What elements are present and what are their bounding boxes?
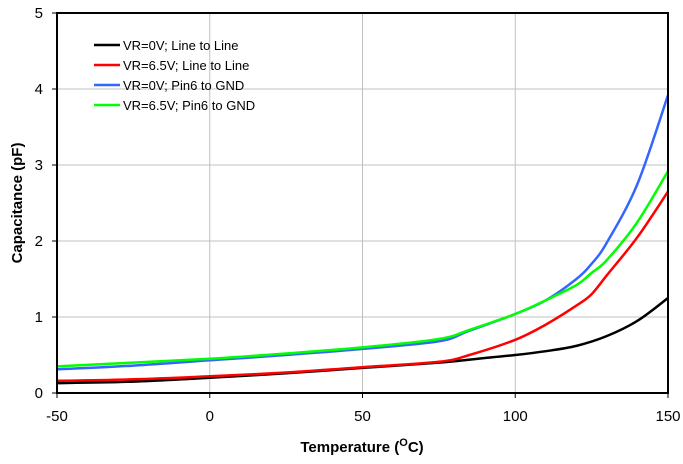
y-tick-label: 3 [35, 157, 43, 174]
y-tick-label: 4 [35, 81, 43, 98]
y-tick-label: 5 [35, 5, 43, 22]
legend: VR=0V; Line to Line VR=6.5V; Line to Line… [94, 38, 255, 113]
x-axis-label-post: C) [408, 439, 424, 456]
legend-label: VR=6.5V; Line to Line [123, 58, 249, 73]
x-tick-label: 150 [655, 408, 680, 425]
legend-label: VR=0V; Pin6 to GND [123, 78, 244, 93]
series-lines [56, 94, 670, 385]
x-axis-label: Temperature (OC) [300, 437, 423, 456]
y-axis-label: Capacitance (pF) [9, 143, 26, 264]
x-tick-label: 50 [354, 408, 371, 425]
x-tick-label: 0 [206, 408, 214, 425]
series-line-vr-0v-line-to-line [56, 296, 669, 385]
legend-label: VR=0V; Line to Line [123, 38, 239, 53]
legend-label: VR=6.5V; Pin6 to GND [123, 98, 255, 113]
y-tick-label: 1 [35, 309, 43, 326]
y-tick-label: 2 [35, 233, 43, 250]
x-tick-label: 100 [503, 408, 528, 425]
series-line-vr-6-5v-pin6-to-gnd [56, 170, 670, 368]
x-axis-label-pre: Temperature ( [300, 439, 399, 456]
x-axis-label-sup: O [399, 437, 408, 449]
series-line-vr-6-5v-line-to-line [56, 190, 670, 383]
grid-lines [57, 13, 668, 393]
x-tick-label: -50 [46, 408, 68, 425]
y-tick-label: 0 [35, 385, 43, 402]
